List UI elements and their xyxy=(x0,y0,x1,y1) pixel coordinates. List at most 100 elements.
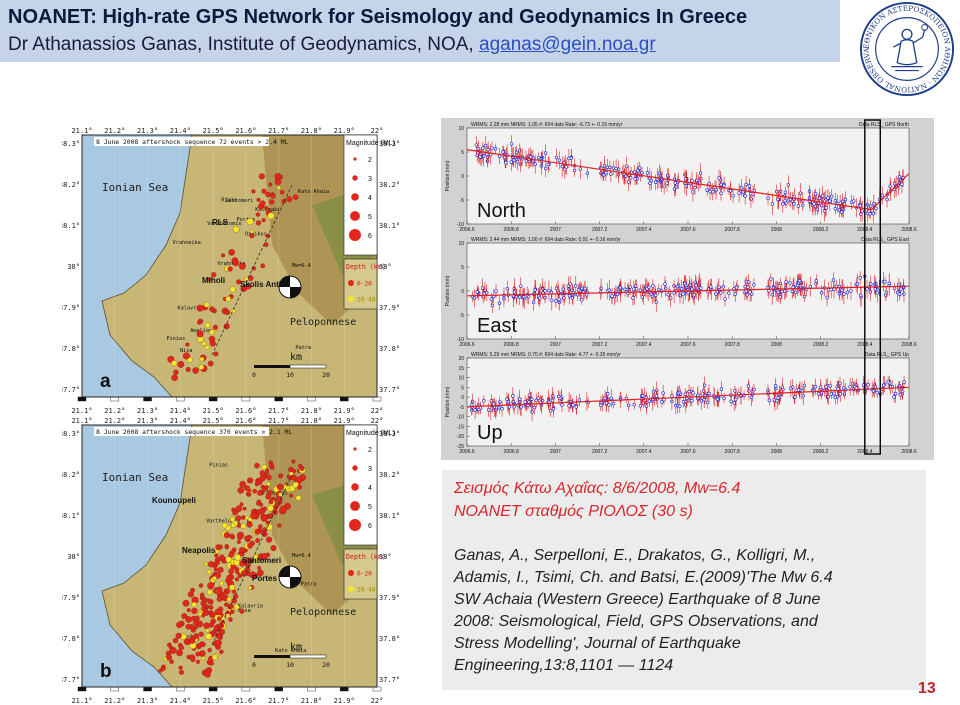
town-label: Ozeikos xyxy=(245,231,267,237)
data-point xyxy=(634,287,639,291)
earthquake-epicenter xyxy=(229,286,236,293)
earthquake-epicenter xyxy=(252,488,257,494)
earthquake-epicenter xyxy=(208,335,216,343)
data-point xyxy=(632,402,636,407)
mechanism-label: Mw=6.4 xyxy=(292,263,311,269)
data-point xyxy=(657,171,662,176)
earthquake-epicenter xyxy=(277,523,282,528)
data-point xyxy=(838,381,842,386)
longitude-tick-label: 21.2° xyxy=(104,407,125,415)
earthquake-epicenter xyxy=(229,584,236,591)
frame-segment xyxy=(274,396,283,402)
earthquake-epicenter xyxy=(295,476,303,484)
longitude-tick-label: 21.3° xyxy=(137,417,158,425)
earthquake-epicenter xyxy=(225,556,233,563)
earthquake-epicenter xyxy=(216,586,223,593)
longitude-tick-label: 21.9° xyxy=(334,127,355,135)
frame-segment xyxy=(110,686,119,692)
component-label: Up xyxy=(477,422,503,444)
data-point xyxy=(609,396,613,401)
earthquake-epicenter xyxy=(216,596,223,602)
earthquake-epicenter xyxy=(205,666,213,674)
y-tick-label: -5 xyxy=(460,313,465,319)
data-point xyxy=(892,395,896,399)
citation-line: SW Achaia (Western Greece) Earthquake of… xyxy=(454,591,821,608)
data-point xyxy=(875,291,879,295)
data-point xyxy=(778,281,783,286)
earthquake-epicenter xyxy=(249,571,257,579)
data-point xyxy=(494,289,498,293)
data-point xyxy=(869,204,873,208)
data-point xyxy=(826,196,830,200)
x-tick-label: 2007.8 xyxy=(725,449,741,455)
earthquake-epicenter xyxy=(245,283,252,290)
data-point xyxy=(650,294,655,298)
station-title: NOANET σταθμός ΡΙΟΛΟΣ (30 s) xyxy=(454,503,693,520)
latitude-tick-label: 37.8° xyxy=(379,635,400,643)
latitude-tick-label: 38.3° xyxy=(62,140,80,148)
data-point xyxy=(633,170,637,174)
earthquake-epicenter xyxy=(281,198,287,204)
latitude-tick-label: 38° xyxy=(379,553,392,561)
data-point xyxy=(778,295,782,299)
citation-box: Σεισμός Κάτω Αχαΐας: 8/6/2008, Mw=6.4 NO… xyxy=(442,470,926,690)
earthquake-epicenter xyxy=(277,473,284,479)
earthquake-epicenter xyxy=(171,374,178,382)
magnitude-value: 3 xyxy=(368,176,372,183)
data-point xyxy=(629,176,633,180)
data-point xyxy=(638,166,642,170)
data-point xyxy=(657,287,661,292)
data-point xyxy=(752,387,756,392)
latitude-tick-label: 38.2° xyxy=(379,471,400,479)
data-point xyxy=(585,171,590,175)
scale-tick-label: 20 xyxy=(322,661,330,669)
data-point xyxy=(644,404,649,408)
data-point xyxy=(842,292,846,296)
y-tick-label: 5 xyxy=(461,385,464,391)
gps-time-series-chart: WRMS: 2.28 mm NRMS: 1.05 #: 694 dats Rat… xyxy=(441,118,934,460)
latitude-tick-label: 37.7° xyxy=(62,386,80,394)
x-tick-label: 2007.6 xyxy=(680,342,696,348)
data-point xyxy=(602,164,607,168)
town-label: Kalavria xyxy=(178,306,203,312)
scale-tick-label: 20 xyxy=(322,371,330,379)
earthquake-epicenter xyxy=(190,657,196,662)
data-point xyxy=(789,386,793,391)
latitude-tick-label: 38.1° xyxy=(62,512,80,520)
longitude-tick-label: 21.5° xyxy=(203,697,224,705)
data-point xyxy=(668,296,673,300)
data-point xyxy=(675,391,680,395)
earthquake-epicenter xyxy=(209,329,215,336)
frame-segment xyxy=(176,396,185,402)
data-point xyxy=(576,288,581,292)
data-point xyxy=(801,203,805,208)
data-point xyxy=(748,192,753,196)
earthquake-epicenter xyxy=(224,323,230,329)
author-email-link[interactable]: aganas@gein.noa.gr xyxy=(479,34,656,55)
earthquake-epicenter xyxy=(254,529,260,535)
data-point xyxy=(662,184,666,189)
y-axis-label: Position (mm) xyxy=(445,160,451,191)
data-point xyxy=(719,182,723,187)
latitude-tick-label: 38.1° xyxy=(379,512,400,520)
frame-segment xyxy=(241,396,251,402)
earthquake-epicenter xyxy=(239,480,247,488)
legend-title: Depth (km) xyxy=(346,553,386,561)
data-point xyxy=(554,286,559,291)
citation-line: Stress Modelling', Journal of Earthquake xyxy=(454,635,741,652)
longitude-tick-label: 21.9° xyxy=(334,417,355,425)
earthquake-epicenter xyxy=(250,512,257,520)
x-tick-label: 2007 xyxy=(550,342,561,348)
data-point xyxy=(892,286,897,290)
data-point xyxy=(566,284,571,288)
plot-area xyxy=(466,357,910,447)
earthquake-epicenter xyxy=(229,516,236,522)
frame-segment xyxy=(307,396,316,402)
data-point xyxy=(602,173,606,177)
data-point xyxy=(824,385,828,389)
earthquake-epicenter xyxy=(232,226,240,233)
earthquake-epicenter xyxy=(240,570,248,577)
town-label: Riolo xyxy=(181,634,197,640)
x-tick-label: 2007.2 xyxy=(592,227,608,233)
earthquake-epicenter xyxy=(247,517,253,522)
